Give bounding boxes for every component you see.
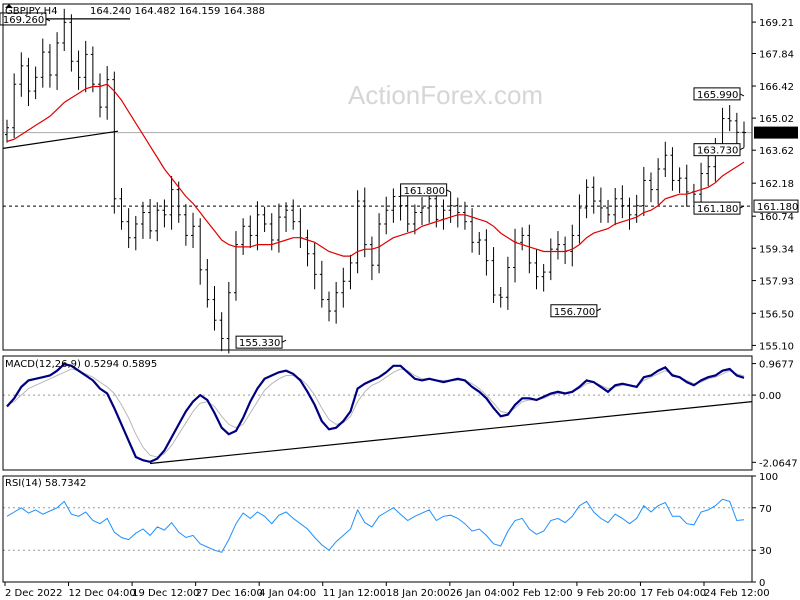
x-tick-label: 9 Feb 20:00 bbox=[577, 588, 636, 599]
rsi-tick-label: 100 bbox=[759, 472, 778, 483]
x-tick-label: 2 Feb 12:00 bbox=[513, 588, 572, 599]
watermark: ActionForex.com bbox=[348, 80, 543, 110]
price-marker-label: 161.180 bbox=[697, 204, 738, 215]
rsi-line bbox=[6, 498, 745, 553]
level-label: 161.180 bbox=[757, 202, 798, 213]
price-tick-label: 166.42 bbox=[759, 82, 794, 93]
price-tick-label: 159.34 bbox=[759, 244, 794, 255]
level-box bbox=[753, 199, 799, 213]
macd-tick-label: 0.00 bbox=[759, 391, 781, 402]
price-panel: 169.260 155.330 161.800 156.700 163.730 161.1… bbox=[0, 8, 752, 354]
price-tick-label: 163.62 bbox=[759, 146, 794, 157]
x-tick-label: 27 Dec 16:00 bbox=[196, 588, 263, 599]
price-marker-label: 156.700 bbox=[554, 307, 595, 318]
price-marker-label: 169.260 bbox=[3, 15, 44, 26]
rsi-tick-label: 30 bbox=[759, 546, 772, 557]
panel-frame bbox=[2, 355, 753, 471]
macd-tick-label: 0.9677 bbox=[759, 360, 794, 371]
price-tick-label: 157.93 bbox=[759, 277, 794, 288]
x-tick-label: 4 Jan 04:00 bbox=[259, 588, 316, 599]
panel-frame bbox=[2, 3, 753, 351]
ema-line bbox=[6, 83, 745, 257]
current-price-label: 164.388 bbox=[757, 129, 798, 140]
current-price-box bbox=[754, 126, 798, 139]
macd-tick-label: -2.0647 bbox=[759, 458, 798, 469]
panel-frames bbox=[2, 3, 753, 583]
price-tick-label: 165.02 bbox=[759, 114, 794, 125]
axes: 155.10 156.50 157.93 159.34 160.74 162.18 163.… bbox=[4, 18, 799, 599]
x-tick-label: 26 Jan 04:00 bbox=[450, 588, 513, 599]
macd-main-line bbox=[6, 362, 745, 464]
price-tick-label: 155.10 bbox=[759, 341, 794, 352]
x-tick-label: 12 Dec 04:00 bbox=[69, 588, 136, 599]
price-marker-pointer bbox=[739, 205, 745, 209]
price-marker-label: 165.990 bbox=[697, 90, 738, 101]
symbol-title: GBPJPY,H4 bbox=[5, 6, 58, 17]
price-marker-label: 155.330 bbox=[239, 338, 280, 349]
price-marker-pointer bbox=[281, 339, 287, 343]
collapse-arrow-icon bbox=[5, 4, 13, 8]
x-tick-label: 18 Jan 20:00 bbox=[386, 588, 449, 599]
x-tick-label: 2 Dec 2022 bbox=[5, 588, 63, 599]
price-tick-label: 169.21 bbox=[759, 18, 794, 29]
x-tick-label: 17 Feb 04:00 bbox=[640, 588, 706, 599]
rsi-tick-label: 70 bbox=[759, 504, 772, 515]
x-tick-label: 11 Jan 12:00 bbox=[323, 588, 386, 599]
rsi-label: RSI(14) 58.7342 bbox=[5, 478, 86, 489]
x-tick-label: 24 Feb 12:00 bbox=[704, 588, 770, 599]
price-marker-pointer bbox=[739, 93, 745, 97]
rsi-tick-label: 0 bbox=[759, 578, 765, 589]
price-marker-pointer bbox=[45, 18, 51, 22]
price-tick-label: 160.74 bbox=[759, 212, 794, 223]
macd-signal-line bbox=[6, 368, 745, 458]
price-tick-label: 167.84 bbox=[759, 49, 794, 60]
x-tick-label: 19 Dec 12:00 bbox=[132, 588, 199, 599]
panel-frame bbox=[2, 475, 753, 583]
rsi-panel bbox=[3, 498, 752, 553]
price-marker-pointer bbox=[739, 147, 745, 151]
price-tick-label: 162.18 bbox=[759, 179, 794, 190]
price-marker-label: 161.800 bbox=[404, 186, 445, 197]
ohlc-readout: 164.240 164.482 164.159 164.388 bbox=[90, 6, 265, 17]
price-tick-label: 156.50 bbox=[759, 309, 794, 320]
macd-label: MACD(12,26,9) 0.5294 0.5895 bbox=[5, 359, 157, 370]
macd-panel bbox=[3, 362, 753, 465]
price-marker-pointer bbox=[446, 189, 451, 193]
macd-trendline bbox=[149, 401, 753, 465]
price-marker-label: 163.730 bbox=[697, 146, 738, 157]
price-marker-pointer bbox=[596, 308, 602, 312]
price-trendline bbox=[2, 130, 119, 149]
